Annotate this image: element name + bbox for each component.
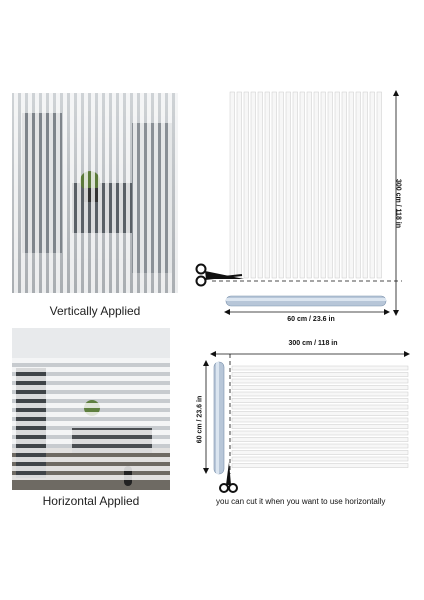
stripe: [243, 91, 249, 279]
stripe: [231, 443, 409, 449]
vertical-applied-photo: [12, 93, 178, 293]
stripe: [231, 398, 409, 403]
stripe: [12, 385, 170, 390]
stripe: [299, 91, 305, 279]
stripe: [229, 91, 235, 279]
stripe: [362, 91, 368, 279]
stripe: [313, 91, 319, 279]
stripe: [14, 93, 18, 293]
stripe: [119, 93, 123, 293]
horizontal-dimension-diagram: [203, 351, 410, 475]
stripe: [12, 421, 170, 426]
stripe: [320, 91, 326, 279]
stripe: [49, 93, 53, 293]
stripe: [306, 91, 312, 279]
stripe: [231, 365, 409, 371]
stripe: [133, 93, 137, 293]
stripe: [231, 417, 409, 423]
stripe: [231, 391, 409, 397]
horizontal-photo-illustration: [12, 328, 170, 490]
stripe: [12, 430, 170, 435]
stripe: [42, 93, 46, 293]
horizontal-applied-photo: [12, 328, 170, 490]
stripe: [327, 91, 333, 279]
stripe: [257, 91, 263, 279]
stripe: [12, 376, 170, 381]
stripe: [231, 404, 409, 410]
stripe: [369, 91, 375, 279]
vertical-applied-caption: Vertically Applied: [49, 304, 141, 318]
horizontal-applied-caption: Horizontal Applied: [42, 494, 140, 508]
stripe: [292, 91, 298, 279]
stripe: [12, 439, 170, 444]
stripe: [112, 93, 116, 293]
stripe: [12, 403, 170, 408]
stripe: [334, 91, 340, 279]
stripe: [285, 91, 291, 279]
stripe: [341, 91, 347, 279]
stripe: [56, 93, 60, 293]
stripe: [84, 93, 88, 293]
stripe: [12, 358, 170, 363]
stripe: [236, 91, 242, 279]
horizontal-width-label: 300 cm / 118 in: [288, 340, 338, 347]
stripe: [175, 93, 178, 293]
stripe: [12, 466, 170, 471]
stripe: [231, 450, 409, 455]
stripe: [12, 367, 170, 372]
stripe: [231, 463, 409, 468]
stripe: [126, 93, 130, 293]
stripe: [12, 412, 170, 417]
stripe: [28, 93, 32, 293]
stripe: [271, 91, 277, 279]
stripe: [168, 93, 172, 293]
vertical-photo-illustration: [12, 93, 178, 293]
stripe: [21, 93, 25, 293]
stripe: [91, 93, 95, 293]
stripe: [231, 385, 409, 390]
horizontal-cut-note: you can cut it when you want to use hori…: [216, 497, 386, 506]
stripe: [140, 93, 144, 293]
scissors-icon-bottom: [219, 462, 238, 493]
stripe: [12, 475, 170, 480]
stripe: [35, 93, 39, 293]
stripe: [77, 93, 81, 293]
stripe: [147, 93, 151, 293]
stripe: [231, 372, 409, 377]
stripe: [250, 91, 256, 279]
vertical-width-label: 60 cm / 23.6 in: [287, 316, 335, 323]
stripe: [70, 93, 74, 293]
horizontal-height-label: 60 cm / 23.6 in: [196, 395, 204, 444]
stripe: [63, 93, 67, 293]
stripe: [12, 394, 170, 399]
scissors-icon: [195, 263, 244, 287]
stripe: [231, 378, 409, 384]
stripe: [231, 456, 409, 462]
vertical-height-label: 300 cm / 118 in: [394, 178, 402, 229]
stripe: [231, 411, 409, 416]
stripe: [12, 448, 170, 453]
stripe: [154, 93, 158, 293]
stripe: [355, 91, 361, 279]
stripe: [12, 457, 170, 462]
stripe: [264, 91, 270, 279]
stripe: [98, 93, 102, 293]
vertical-dimension-diagram: [212, 90, 402, 316]
stripe: [376, 91, 382, 279]
stripe: [231, 430, 409, 436]
stripe: [161, 93, 165, 293]
stripe: [231, 437, 409, 442]
stripe: [105, 93, 109, 293]
stripe: [231, 424, 409, 429]
stripe: [278, 91, 284, 279]
stripe: [348, 91, 354, 279]
